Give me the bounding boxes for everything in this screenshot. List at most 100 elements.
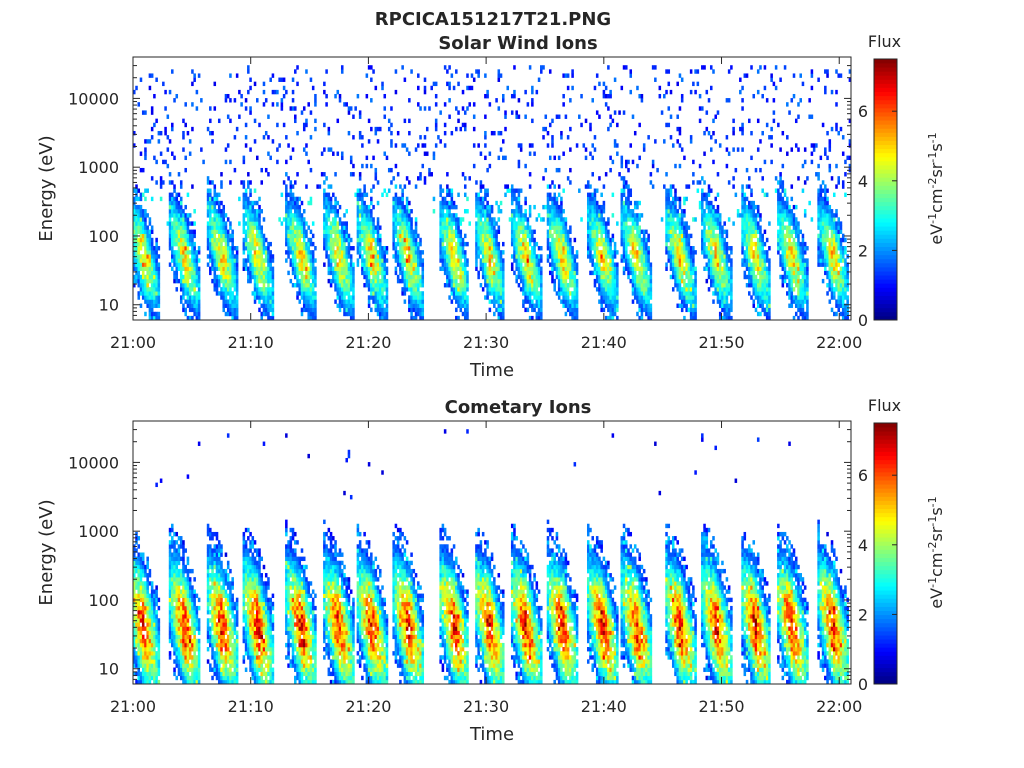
heatmap-cell bbox=[352, 246, 355, 251]
heatmap-cell bbox=[269, 274, 272, 280]
heatmap-cell bbox=[349, 295, 353, 300]
heatmap-cell bbox=[466, 311, 469, 317]
heatmap-cell bbox=[607, 266, 610, 271]
heatmap-cell bbox=[195, 274, 199, 280]
heatmap-cell bbox=[450, 250, 454, 255]
heatmap-cell bbox=[211, 266, 214, 271]
heatmap-cell bbox=[374, 237, 378, 243]
heatmap-cell bbox=[522, 270, 525, 276]
heatmap-cell bbox=[300, 200, 304, 206]
heatmap-cell bbox=[175, 274, 179, 280]
heatmap-cell bbox=[441, 209, 445, 214]
heatmap-cell bbox=[311, 311, 315, 317]
heatmap-cell bbox=[302, 147, 306, 152]
heatmap-cell bbox=[526, 287, 530, 292]
heatmap-cell bbox=[546, 143, 550, 148]
heatmap-cell bbox=[168, 213, 172, 218]
heatmap-cell bbox=[546, 229, 550, 234]
heatmap-cell bbox=[363, 237, 366, 243]
heatmap-cell bbox=[497, 73, 501, 78]
heatmap-cell bbox=[598, 213, 601, 218]
heatmap-cell bbox=[141, 274, 145, 280]
heatmap-cell bbox=[595, 225, 599, 230]
heatmap-cell bbox=[235, 258, 239, 263]
heatmap-cell bbox=[215, 225, 219, 230]
heatmap-cell bbox=[213, 200, 217, 206]
heatmap-cell bbox=[332, 274, 335, 280]
heatmap-cell bbox=[674, 258, 677, 263]
heatmap-cell bbox=[385, 246, 389, 251]
heatmap-cell bbox=[338, 98, 342, 103]
heatmap-cell bbox=[332, 192, 335, 198]
heatmap-cell bbox=[481, 225, 485, 230]
heatmap-cell bbox=[171, 250, 174, 255]
heatmap-cell bbox=[604, 270, 608, 276]
heatmap-cell bbox=[358, 250, 362, 255]
heatmap-cell bbox=[262, 266, 266, 271]
heatmap-cell bbox=[137, 188, 141, 193]
heatmap-cell bbox=[504, 192, 507, 198]
heatmap-cell bbox=[229, 118, 232, 124]
heatmap-cell bbox=[638, 295, 641, 300]
heatmap-cell bbox=[396, 262, 400, 267]
heatmap-cell bbox=[358, 188, 362, 193]
heatmap-cell bbox=[441, 196, 445, 202]
heatmap-cell bbox=[647, 254, 650, 259]
heatmap-cell bbox=[589, 200, 592, 206]
heatmap-cell bbox=[256, 270, 259, 276]
heatmap-cell bbox=[171, 241, 174, 247]
heatmap-cell bbox=[146, 250, 149, 255]
heatmap-cell bbox=[193, 258, 196, 263]
heatmap-cell bbox=[253, 291, 257, 296]
heatmap-cell bbox=[683, 287, 686, 292]
heatmap-cell bbox=[671, 221, 675, 226]
heatmap-cell bbox=[340, 270, 344, 276]
heatmap-cell bbox=[220, 180, 223, 185]
heatmap-cell bbox=[403, 246, 407, 251]
heatmap-cell bbox=[546, 237, 550, 243]
heatmap-cell bbox=[358, 221, 362, 226]
heatmap-cell bbox=[302, 106, 306, 111]
heatmap-cell bbox=[667, 237, 671, 243]
heatmap-cell bbox=[401, 270, 404, 276]
heatmap-cell bbox=[701, 65, 704, 70]
heatmap-cell bbox=[421, 291, 425, 296]
heatmap-cell bbox=[517, 114, 521, 119]
heatmap-cell bbox=[638, 278, 641, 284]
heatmap-cell bbox=[247, 172, 250, 177]
heatmap-cell bbox=[678, 213, 682, 218]
heatmap-cell bbox=[602, 250, 606, 255]
heatmap-cell bbox=[551, 217, 554, 222]
heatmap-cell bbox=[179, 204, 183, 210]
heatmap-cell bbox=[385, 299, 389, 304]
heatmap-cell bbox=[343, 287, 346, 292]
heatmap-cell bbox=[607, 270, 610, 276]
heatmap-cell bbox=[526, 299, 530, 304]
heatmap-cell bbox=[647, 278, 650, 284]
heatmap-cell bbox=[135, 250, 138, 255]
heatmap-cell bbox=[636, 311, 639, 317]
heatmap-cell bbox=[381, 291, 384, 296]
heatmap-cell bbox=[146, 213, 149, 218]
heatmap-cell bbox=[542, 135, 545, 140]
heatmap-cell bbox=[528, 225, 532, 230]
heatmap-cell bbox=[481, 200, 485, 206]
heatmap-cell bbox=[707, 254, 711, 259]
heatmap-cell bbox=[262, 258, 266, 263]
heatmap-cell bbox=[495, 262, 498, 267]
heatmap-cell bbox=[150, 258, 154, 263]
heatmap-cell bbox=[249, 233, 252, 239]
heatmap-cell bbox=[164, 89, 167, 95]
heatmap-cell bbox=[191, 299, 194, 304]
heatmap-cell bbox=[376, 295, 380, 300]
heatmap-cell bbox=[421, 270, 425, 276]
heatmap-cell bbox=[434, 118, 438, 124]
heatmap-cell bbox=[667, 81, 671, 87]
heatmap-cell bbox=[414, 307, 418, 313]
heatmap-cell bbox=[314, 266, 317, 271]
heatmap-cell bbox=[267, 151, 270, 156]
heatmap-cell bbox=[311, 85, 315, 91]
heatmap-cell bbox=[692, 303, 695, 308]
heatmap-cell bbox=[546, 213, 550, 218]
heatmap-cell bbox=[564, 217, 568, 222]
